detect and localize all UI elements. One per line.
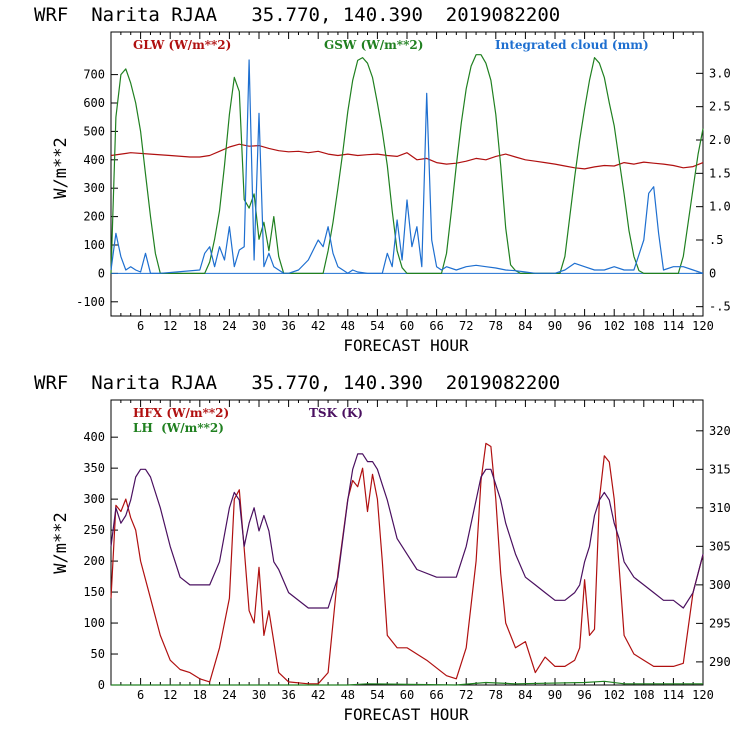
x-tick-label: 66 — [429, 319, 443, 333]
x-tick-label: 30 — [252, 319, 266, 333]
x-tick-label: 48 — [341, 319, 355, 333]
legend-hfx: HFX (W/m**2) — [133, 406, 229, 420]
x-tick-label: 36 — [281, 688, 295, 702]
x-tick-label: 84 — [518, 319, 532, 333]
x-tick-label: 72 — [459, 688, 473, 702]
x-tick-label: 90 — [548, 319, 562, 333]
legend-glw: GLW (W/m**2) — [133, 38, 231, 52]
x-tick-label: 24 — [222, 688, 236, 702]
y-tick-label-left: 350 — [83, 461, 105, 475]
plot-frame — [110, 399, 704, 686]
y-tick-label-left: 200 — [83, 210, 105, 224]
x-tick-label: 120 — [692, 688, 714, 702]
header-upper: WRF Narita RJAA 35.770, 140.390 20190822… — [34, 4, 560, 26]
y-tick-label-right: 290 — [709, 655, 731, 669]
x-tick-label: 30 — [252, 688, 266, 702]
y-tick-label-right: 2.5 — [709, 100, 731, 114]
y-tick-label-left: 500 — [83, 124, 105, 138]
y-tick-label-left: 0 — [98, 266, 105, 280]
y-tick-label-left: 50 — [91, 647, 105, 661]
x-tick-label: 96 — [577, 319, 591, 333]
ylabel-upper: W/m**2 — [51, 137, 71, 198]
x-tick-label: 6 — [137, 688, 144, 702]
x-tick-label: 114 — [663, 319, 685, 333]
x-tick-label: 120 — [692, 319, 714, 333]
panel-upper: WRF Narita RJAA 35.770, 140.390 20190822… — [34, 4, 731, 355]
x-tick-label: 54 — [370, 688, 384, 702]
x-tick-label: 42 — [311, 319, 325, 333]
y-tick-label-right: 295 — [709, 616, 731, 630]
x-tick-label: 108 — [633, 319, 655, 333]
y-tick-label-right: 1.5 — [709, 166, 731, 180]
y-tick-label-left: -100 — [76, 295, 105, 309]
x-tick-label: 78 — [489, 688, 503, 702]
ylabel-lower: W/m**2 — [51, 512, 71, 573]
x-tick-label: 96 — [577, 688, 591, 702]
x-tick-label: 24 — [222, 319, 236, 333]
y-tick-label-right: 3.0 — [709, 66, 731, 80]
series-line-2 — [110, 453, 704, 609]
x-tick-label: 108 — [633, 688, 655, 702]
x-tick-label: 78 — [489, 319, 503, 333]
y-tick-label-right: 2.0 — [709, 133, 731, 147]
legend-lh: LH (W/m**2) — [133, 421, 224, 435]
y-tick-label-left: 400 — [83, 430, 105, 444]
x-tick-label: 54 — [370, 319, 384, 333]
y-tick-label-right: 0 — [709, 266, 716, 280]
y-tick-label-right: 1.0 — [709, 200, 731, 214]
x-tick-label: 60 — [400, 688, 414, 702]
x-tick-label: 18 — [193, 688, 207, 702]
y-tick-label-left: 200 — [83, 554, 105, 568]
y-tick-label-left: 400 — [83, 153, 105, 167]
xlabel-lower: FORECAST HOUR — [343, 705, 469, 724]
header-lower: WRF Narita RJAA 35.770, 140.390 20190822… — [34, 372, 560, 394]
x-tick-label: 36 — [281, 319, 295, 333]
x-tick-label: 12 — [163, 319, 177, 333]
x-tick-label: 12 — [163, 688, 177, 702]
y-tick-label-right: -.5 — [709, 300, 731, 314]
x-tick-label: 84 — [518, 688, 532, 702]
x-tick-label: 66 — [429, 688, 443, 702]
y-tick-label-left: 600 — [83, 96, 105, 110]
y-tick-label-right: 315 — [709, 462, 731, 476]
x-tick-label: 102 — [603, 319, 625, 333]
series-line-0 — [110, 442, 704, 685]
series-line-2 — [110, 59, 704, 274]
x-tick-label: 90 — [548, 688, 562, 702]
y-tick-label-right: .5 — [709, 233, 723, 247]
x-tick-label: 102 — [603, 688, 625, 702]
y-tick-label-right: 305 — [709, 539, 731, 553]
xlabel-upper: FORECAST HOUR — [343, 336, 469, 355]
legend-tsk: TSK (K) — [309, 406, 363, 420]
y-tick-label-left: 300 — [83, 181, 105, 195]
y-tick-label-left: 150 — [83, 585, 105, 599]
y-tick-label-right: 310 — [709, 501, 731, 515]
x-tick-label: 6 — [137, 319, 144, 333]
y-tick-label-right: 300 — [709, 578, 731, 592]
x-tick-label: 48 — [341, 688, 355, 702]
series-line-1 — [110, 54, 704, 274]
y-tick-label-left: 100 — [83, 616, 105, 630]
x-tick-label: 72 — [459, 319, 473, 333]
x-tick-label: 18 — [193, 319, 207, 333]
y-tick-label-left: 300 — [83, 492, 105, 506]
x-tick-label: 60 — [400, 319, 414, 333]
legend-cloud: Integrated cloud (mm) — [495, 38, 649, 52]
y-tick-label-left: 0 — [98, 678, 105, 692]
x-tick-label: 114 — [663, 688, 685, 702]
series-line-0 — [110, 143, 704, 170]
y-tick-label-right: 320 — [709, 424, 731, 438]
y-tick-label-left: 700 — [83, 68, 105, 82]
series-line-1 — [111, 680, 703, 686]
y-tick-label-left: 100 — [83, 238, 105, 252]
x-tick-label: 42 — [311, 688, 325, 702]
legend-gsw: GSW (W/m**2) — [324, 38, 423, 52]
y-tick-label-left: 250 — [83, 523, 105, 537]
panel-lower: WRF Narita RJAA 35.770, 140.390 20190822… — [34, 372, 731, 724]
